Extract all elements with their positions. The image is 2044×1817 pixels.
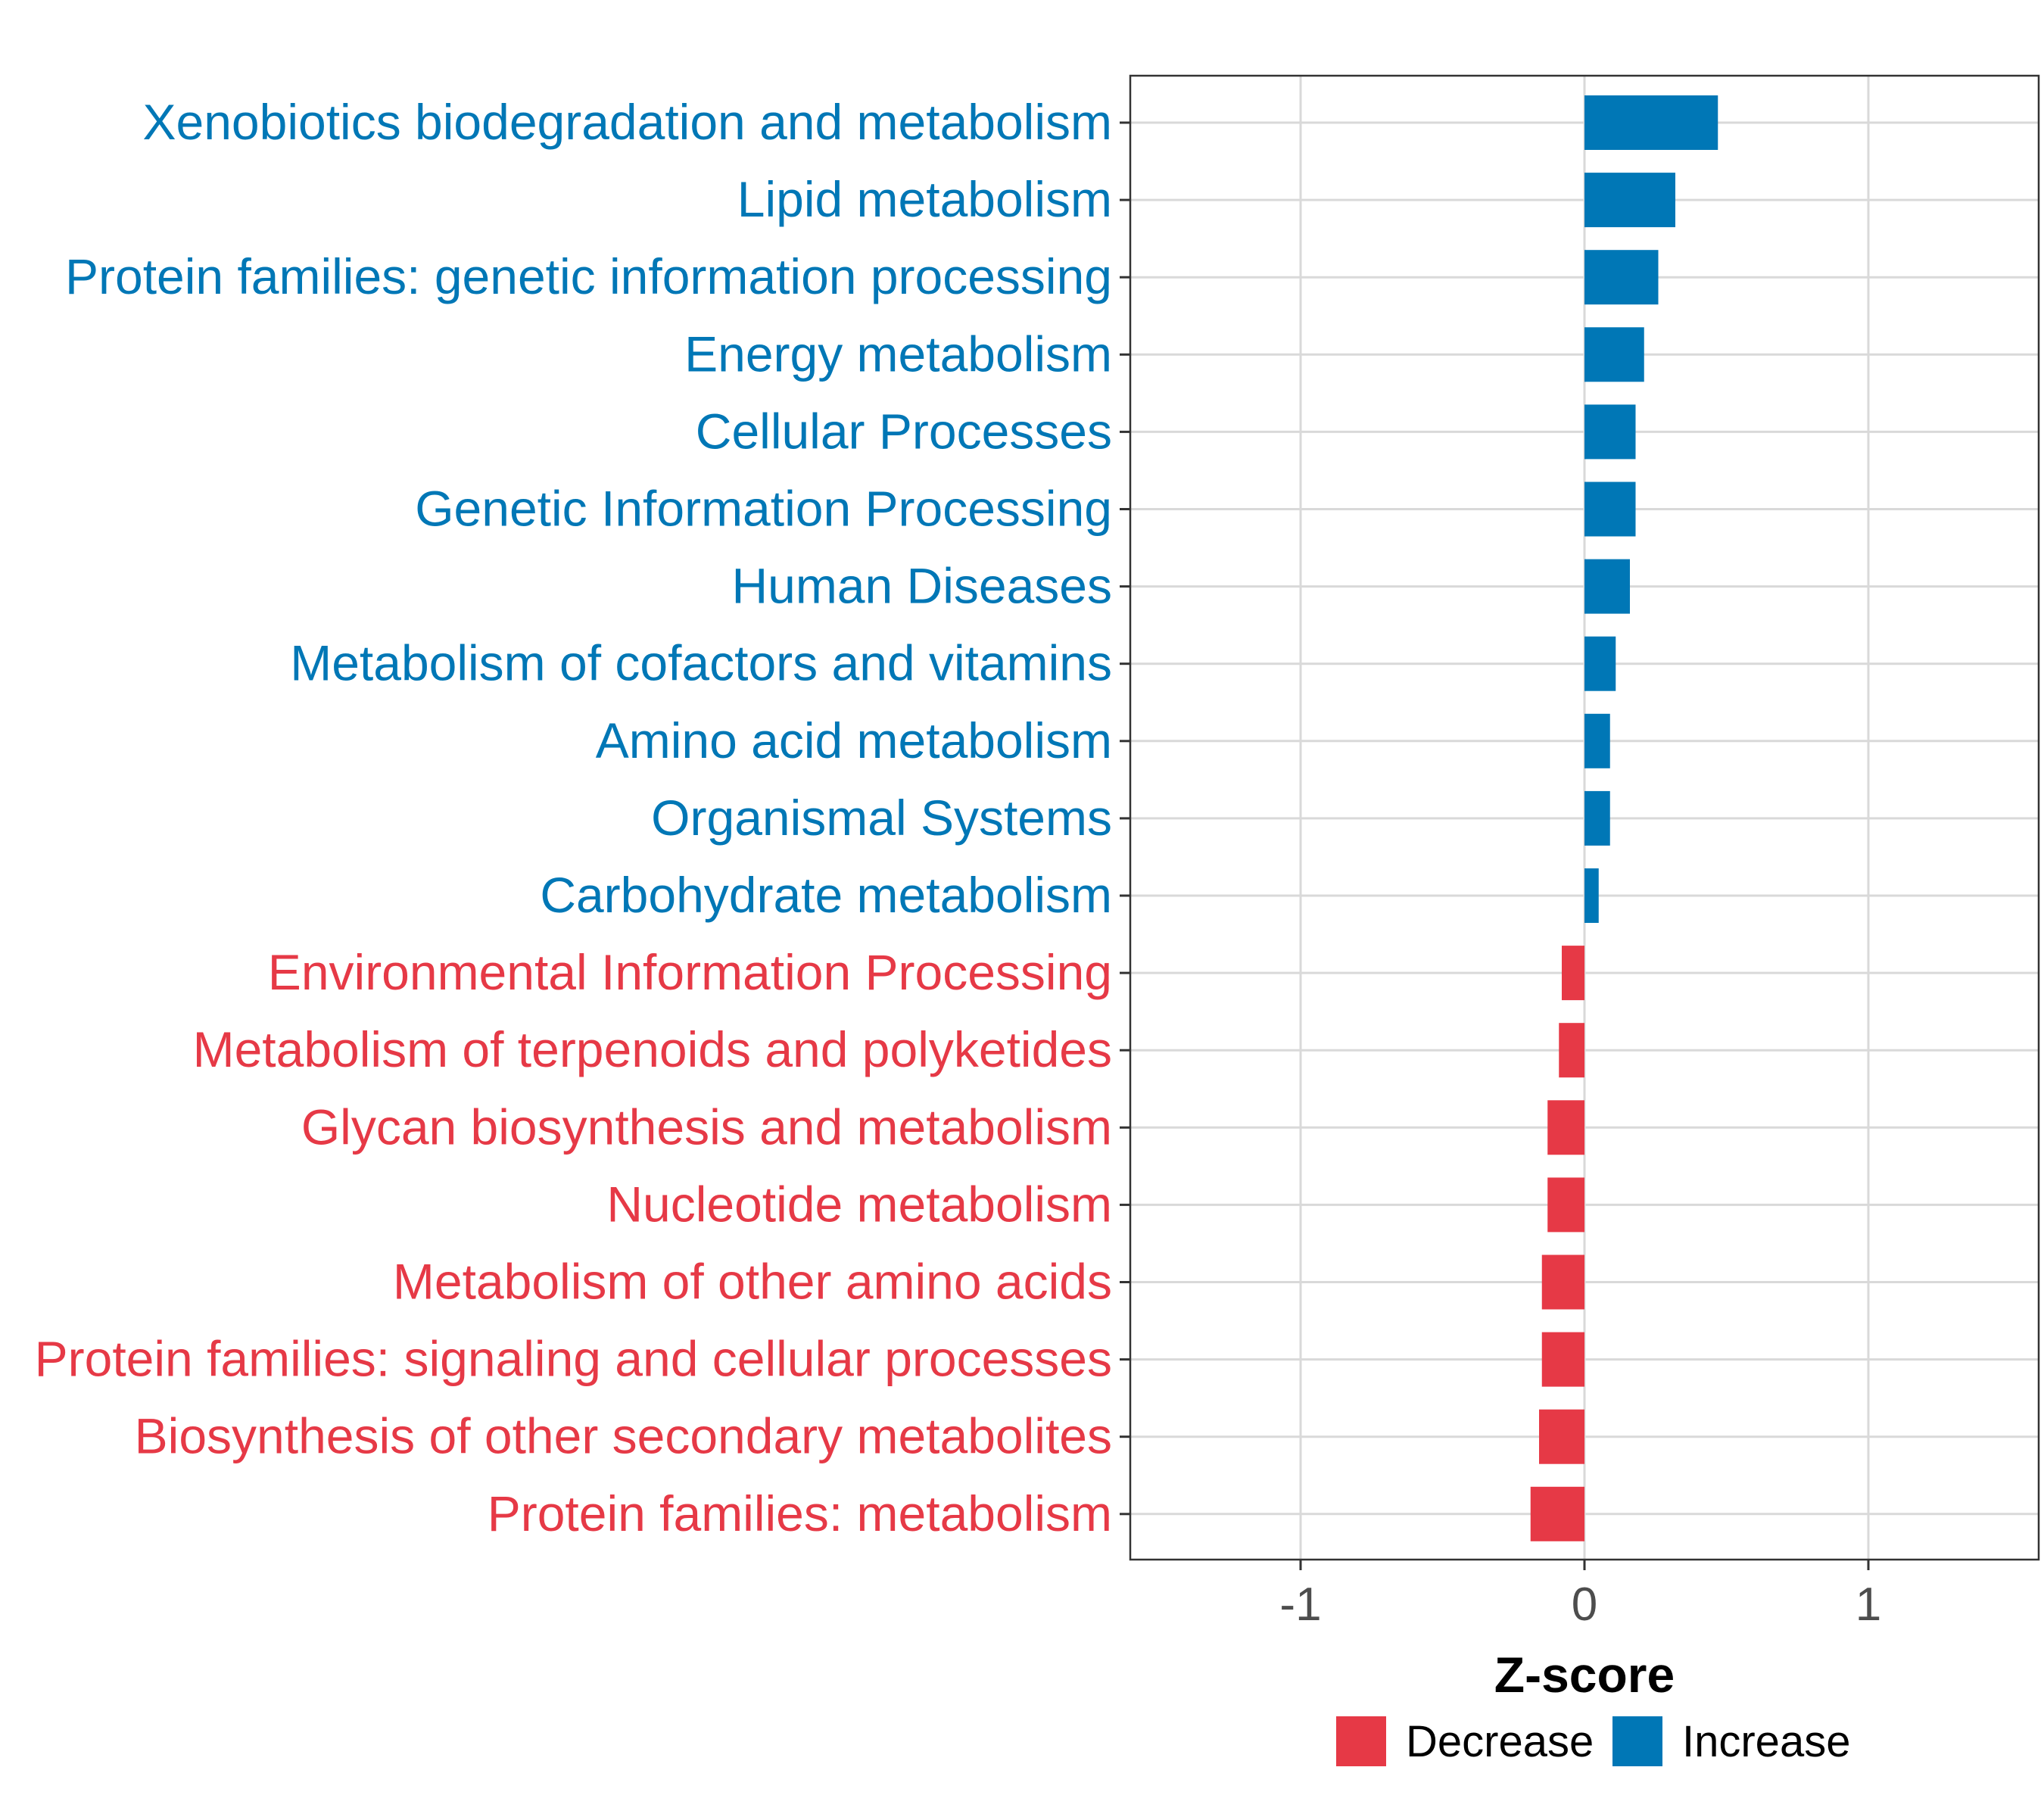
- x-tick-label: 0: [1572, 1579, 1597, 1631]
- bar: [1584, 173, 1675, 228]
- y-tick-label: Energy metabolism: [684, 326, 1112, 382]
- bar: [1584, 713, 1610, 768]
- bar: [1584, 868, 1599, 923]
- bar: [1559, 1023, 1584, 1078]
- bar: [1584, 404, 1636, 460]
- y-tick-label: Metabolism of terpenoids and polyketides: [193, 1021, 1112, 1077]
- legend-key-increase: [1612, 1716, 1662, 1766]
- bar: [1584, 95, 1718, 150]
- x-axis: -1 0 1: [1279, 1560, 1881, 1631]
- y-tick-label: Carbohydrate metabolism: [540, 867, 1112, 923]
- y-tick-label: Biosynthesis of other secondary metaboli…: [135, 1408, 1112, 1464]
- bar: [1584, 790, 1610, 846]
- y-tick-label: Genetic Information Processing: [415, 481, 1112, 537]
- x-tick-label: 1: [1855, 1579, 1881, 1631]
- y-tick-label: Protein families: genetic information pr…: [65, 248, 1112, 304]
- legend-key-decrease: [1336, 1716, 1386, 1766]
- y-axis: Xenobiotics biodegradation and metabolis…: [35, 94, 1130, 1541]
- bar: [1584, 250, 1659, 305]
- bar: [1541, 1332, 1584, 1387]
- bar: [1547, 1177, 1584, 1233]
- legend: Decrease Increase: [1336, 1716, 1850, 1766]
- legend-label-decrease: Decrease: [1406, 1717, 1594, 1766]
- bar: [1547, 1100, 1584, 1155]
- bar: [1530, 1486, 1584, 1541]
- y-tick-label: Human Diseases: [731, 558, 1112, 614]
- bar: [1541, 1254, 1584, 1310]
- y-tick-label: Metabolism of cofactors and vitamins: [290, 635, 1112, 691]
- y-tick-label: Cellular Processes: [696, 403, 1112, 459]
- y-tick-label: Amino acid metabolism: [596, 712, 1112, 768]
- y-tick-label: Nucleotide metabolism: [606, 1176, 1112, 1232]
- bar: [1584, 327, 1644, 382]
- x-axis-title: Z-score: [1494, 1647, 1675, 1703]
- bar: [1562, 946, 1584, 1001]
- bar: [1539, 1409, 1584, 1464]
- y-tick-label: Metabolism of other amino acids: [393, 1254, 1112, 1310]
- y-tick-label: Environmental Information Processing: [268, 944, 1112, 1000]
- y-tick-label: Organismal Systems: [651, 790, 1112, 846]
- y-tick-label: Protein families: signaling and cellular…: [35, 1331, 1112, 1387]
- y-tick-label: Glycan biosynthesis and metabolism: [301, 1099, 1112, 1155]
- y-tick-label: Xenobiotics biodegradation and metabolis…: [143, 94, 1113, 150]
- bar: [1584, 559, 1630, 614]
- y-tick-label: Protein families: metabolism: [488, 1485, 1112, 1541]
- bars: [1530, 95, 1718, 1541]
- legend-label-increase: Increase: [1682, 1717, 1850, 1766]
- y-tick-label: Lipid metabolism: [737, 171, 1112, 227]
- x-tick-label: -1: [1279, 1579, 1321, 1631]
- bar: [1584, 636, 1616, 691]
- bar: [1584, 482, 1636, 537]
